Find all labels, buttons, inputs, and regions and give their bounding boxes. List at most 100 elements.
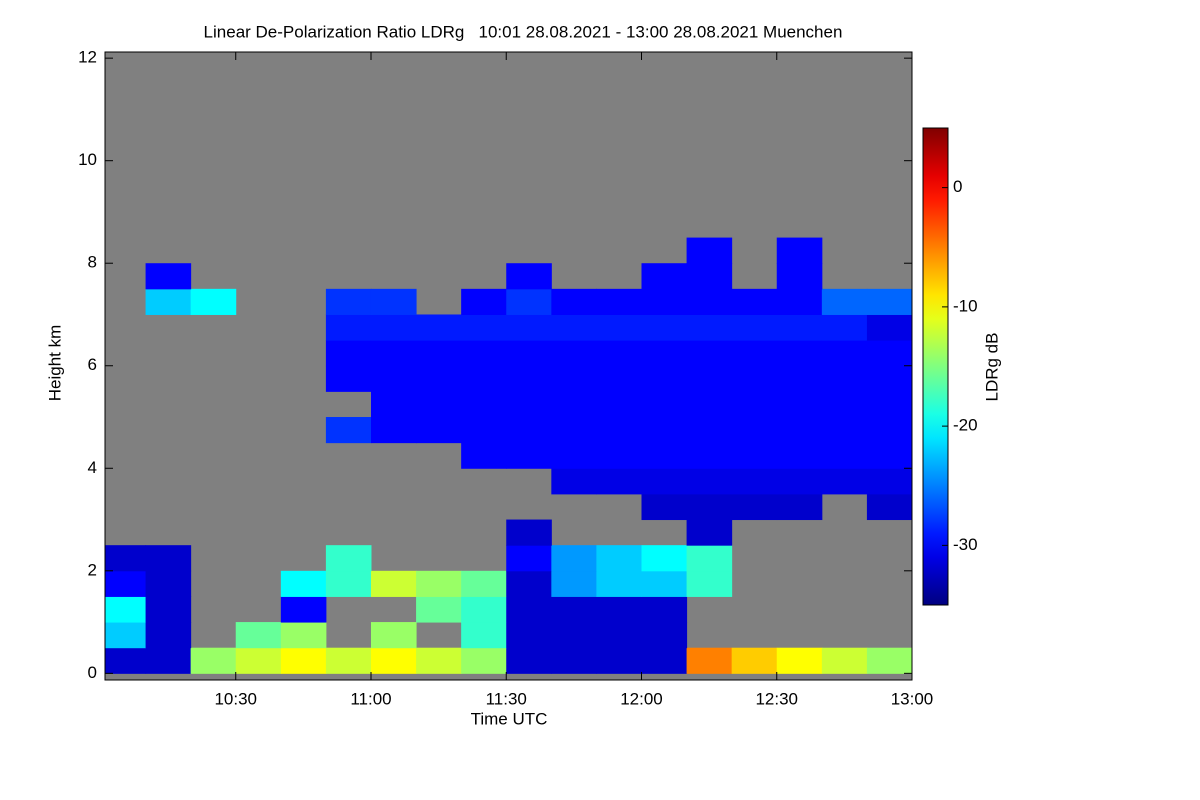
heat-cell (105, 622, 147, 649)
heat-cell (551, 570, 597, 597)
heat-cell (416, 596, 462, 623)
heat-cell (596, 570, 642, 597)
y-tick-label: 12 (78, 48, 97, 67)
heat-cell (686, 545, 733, 572)
colorbar-tick-label: -20 (953, 416, 978, 435)
heat-cell (686, 468, 733, 495)
heat-cell (506, 519, 552, 546)
y-tick-label: 8 (88, 253, 97, 272)
heat-cell (776, 417, 823, 444)
heat-cell (596, 391, 642, 418)
y-tick-label: 2 (88, 560, 97, 579)
heat-cell (461, 442, 507, 469)
heat-cell (506, 545, 552, 572)
heat-cell (506, 442, 552, 469)
heat-cell (641, 288, 688, 315)
heat-cell (105, 545, 147, 572)
y-tick-label: 6 (88, 355, 97, 374)
heat-cell (506, 596, 552, 623)
heat-cell (105, 570, 147, 597)
heat-cell (325, 288, 372, 315)
heat-cell (461, 391, 507, 418)
heat-cell (641, 340, 688, 367)
heat-cell (325, 417, 372, 444)
heat-cell (686, 493, 733, 521)
heat-cell (641, 314, 688, 341)
heat-cell (506, 365, 552, 392)
heat-cell (416, 314, 462, 341)
heat-cell (866, 493, 913, 521)
heat-cell (686, 647, 733, 674)
heat-cell (821, 288, 868, 315)
heat-cell (551, 314, 597, 341)
x-tick-label: 13:00 (891, 689, 934, 708)
heat-cell (416, 647, 462, 674)
heat-cell (551, 545, 597, 572)
x-axis-label: Time UTC (471, 709, 548, 728)
y-tick-label: 10 (78, 150, 97, 169)
heat-cell (235, 647, 282, 674)
heat-cell (461, 365, 507, 392)
heat-cell (731, 314, 778, 341)
heat-cell (821, 468, 868, 495)
heat-cell (461, 647, 507, 674)
heat-cell (641, 596, 688, 623)
heat-cell (506, 288, 552, 315)
heat-cell (596, 288, 642, 315)
heat-cell (641, 622, 688, 649)
heat-cell (551, 417, 597, 444)
heat-cell (596, 417, 642, 444)
heat-cell (821, 417, 868, 444)
heat-cell (641, 365, 688, 392)
heat-cell (280, 647, 327, 674)
heat-cell (686, 314, 733, 341)
heat-cell (506, 647, 552, 674)
heat-cell (596, 442, 642, 469)
heat-cell (641, 493, 688, 521)
heat-cell (596, 596, 642, 623)
heat-cell (506, 263, 552, 290)
heat-cell (105, 596, 147, 623)
heat-cell (416, 570, 462, 597)
heat-cell (506, 622, 552, 649)
heat-cell (686, 391, 733, 418)
heat-cell (686, 519, 733, 546)
heat-cell (506, 340, 552, 367)
x-tick-label: 10:30 (214, 689, 257, 708)
heat-cell (731, 493, 778, 521)
heat-cell (731, 647, 778, 674)
heat-cell (821, 647, 868, 674)
heat-cell (325, 570, 372, 597)
heat-cell (776, 237, 823, 264)
heat-cell (461, 314, 507, 341)
heat-cell (731, 288, 778, 315)
heat-cell (370, 391, 417, 418)
heat-cell (866, 288, 913, 315)
heat-cell (776, 263, 823, 290)
heat-cell (145, 288, 192, 315)
heat-cell (461, 596, 507, 623)
heat-cell (105, 647, 147, 674)
heat-cell (235, 622, 282, 649)
heat-cell (145, 263, 192, 290)
heat-cell (416, 365, 462, 392)
heat-cell (506, 314, 552, 341)
heat-cell (145, 647, 192, 674)
heat-cell (190, 288, 237, 315)
heat-cell (461, 570, 507, 597)
heat-cell (776, 391, 823, 418)
heat-cell (596, 340, 642, 367)
heat-cell (370, 647, 417, 674)
x-tick-label: 12:00 (620, 689, 663, 708)
heat-cell (776, 288, 823, 315)
heat-cell (731, 340, 778, 367)
heat-cell (370, 622, 417, 649)
heat-cell (866, 391, 913, 418)
heat-cell (686, 442, 733, 469)
heat-cell (370, 570, 417, 597)
heat-cell (280, 622, 327, 649)
heat-cell (325, 545, 372, 572)
heat-cell (461, 288, 507, 315)
heat-cell (506, 570, 552, 597)
